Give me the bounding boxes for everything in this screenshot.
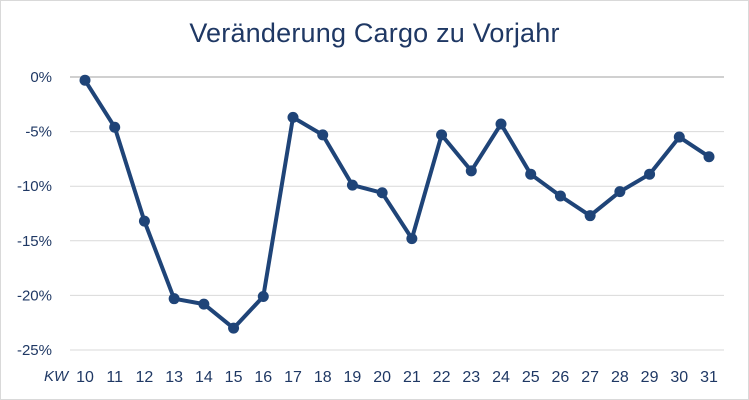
data-point — [644, 168, 656, 180]
x-tick-label: 26 — [552, 369, 570, 386]
chart-title: Veränderung Cargo zu Vorjahr — [189, 18, 560, 48]
x-tick-label: 29 — [641, 369, 659, 386]
data-points — [79, 74, 715, 334]
data-point — [584, 210, 596, 222]
x-tick-label: 11 — [106, 369, 123, 386]
x-tick-label: 30 — [670, 369, 688, 386]
data-point — [79, 74, 91, 86]
x-tick-label: 20 — [373, 369, 391, 386]
data-point — [317, 129, 329, 141]
data-point — [436, 129, 448, 141]
data-point — [554, 190, 566, 202]
data-point — [346, 179, 358, 191]
data-point — [168, 293, 180, 305]
x-axis-ticks: 10 11 12 13 14 15 16 17 18 19 20 21 22 23 24 25 26 27 28 29… — [76, 369, 718, 386]
x-tick-label: 31 — [700, 369, 718, 386]
y-tick-label: -20% — [17, 287, 52, 304]
y-tick-label: -15% — [17, 233, 52, 250]
x-tick-label: 12 — [136, 369, 154, 386]
x-tick-label: 16 — [254, 369, 272, 386]
data-point — [257, 290, 269, 302]
x-tick-label: 13 — [165, 369, 183, 386]
data-point — [525, 168, 537, 180]
x-tick-label: 10 — [76, 369, 94, 386]
x-axis-unit-label: KW — [44, 368, 70, 385]
data-point — [465, 165, 477, 177]
y-tick-label: 0% — [30, 69, 52, 86]
x-tick-label: 15 — [225, 369, 243, 386]
data-point — [614, 186, 626, 198]
data-point — [287, 111, 299, 123]
x-tick-label: 18 — [314, 369, 332, 386]
grid-lines — [70, 76, 724, 351]
data-point — [673, 131, 685, 143]
data-point — [228, 322, 240, 334]
y-axis-ticks: 0% -5% -10% -15% -20% -25% — [17, 69, 52, 359]
x-tick-label: 24 — [492, 369, 510, 386]
x-tick-label: 17 — [284, 369, 302, 386]
y-tick-label: -25% — [17, 342, 52, 359]
x-tick-label: 19 — [344, 369, 362, 386]
series-line — [83, 78, 711, 331]
data-point — [495, 118, 507, 130]
x-tick-label: 28 — [611, 369, 629, 386]
x-tick-label: 21 — [403, 369, 421, 386]
x-tick-label: 23 — [462, 369, 480, 386]
data-point — [406, 233, 418, 245]
y-tick-label: -5% — [25, 124, 52, 141]
data-point — [198, 298, 210, 310]
x-tick-label: 25 — [522, 369, 540, 386]
x-tick-label: 22 — [433, 369, 451, 386]
x-tick-label: 27 — [581, 369, 599, 386]
data-point — [376, 187, 388, 199]
data-point — [109, 121, 121, 133]
data-point — [703, 151, 715, 163]
x-tick-label: 14 — [195, 369, 213, 386]
data-point — [138, 215, 150, 227]
y-tick-label: -10% — [17, 178, 52, 195]
